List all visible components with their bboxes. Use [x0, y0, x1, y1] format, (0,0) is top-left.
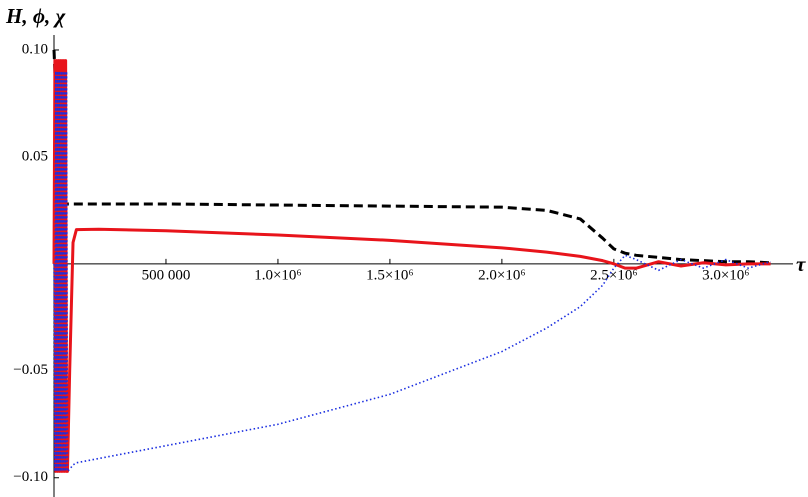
series-line — [52, 59, 771, 473]
y-tick-label: −0.10 — [13, 469, 48, 485]
x-tick-label: 500 000 — [142, 267, 191, 283]
x-tick-label: 1.5×10⁶ — [366, 267, 413, 283]
series-line — [52, 49, 771, 265]
y-axis-label: H, ϕ, χ — [5, 4, 66, 28]
x-axis-label: τ — [796, 252, 806, 276]
series-line — [53, 70, 771, 473]
x-tick-label: 2.5×10⁶ — [590, 267, 637, 283]
y-tick-label: 0.05 — [22, 148, 48, 164]
x-tick-label: 3.0×10⁶ — [702, 267, 749, 283]
y-tick-label: −0.05 — [13, 362, 48, 378]
y-tick-label: 0.10 — [22, 41, 48, 57]
x-tick-label: 2.0×10⁶ — [478, 267, 525, 283]
x-tick-label: 1.0×10⁶ — [254, 267, 301, 283]
